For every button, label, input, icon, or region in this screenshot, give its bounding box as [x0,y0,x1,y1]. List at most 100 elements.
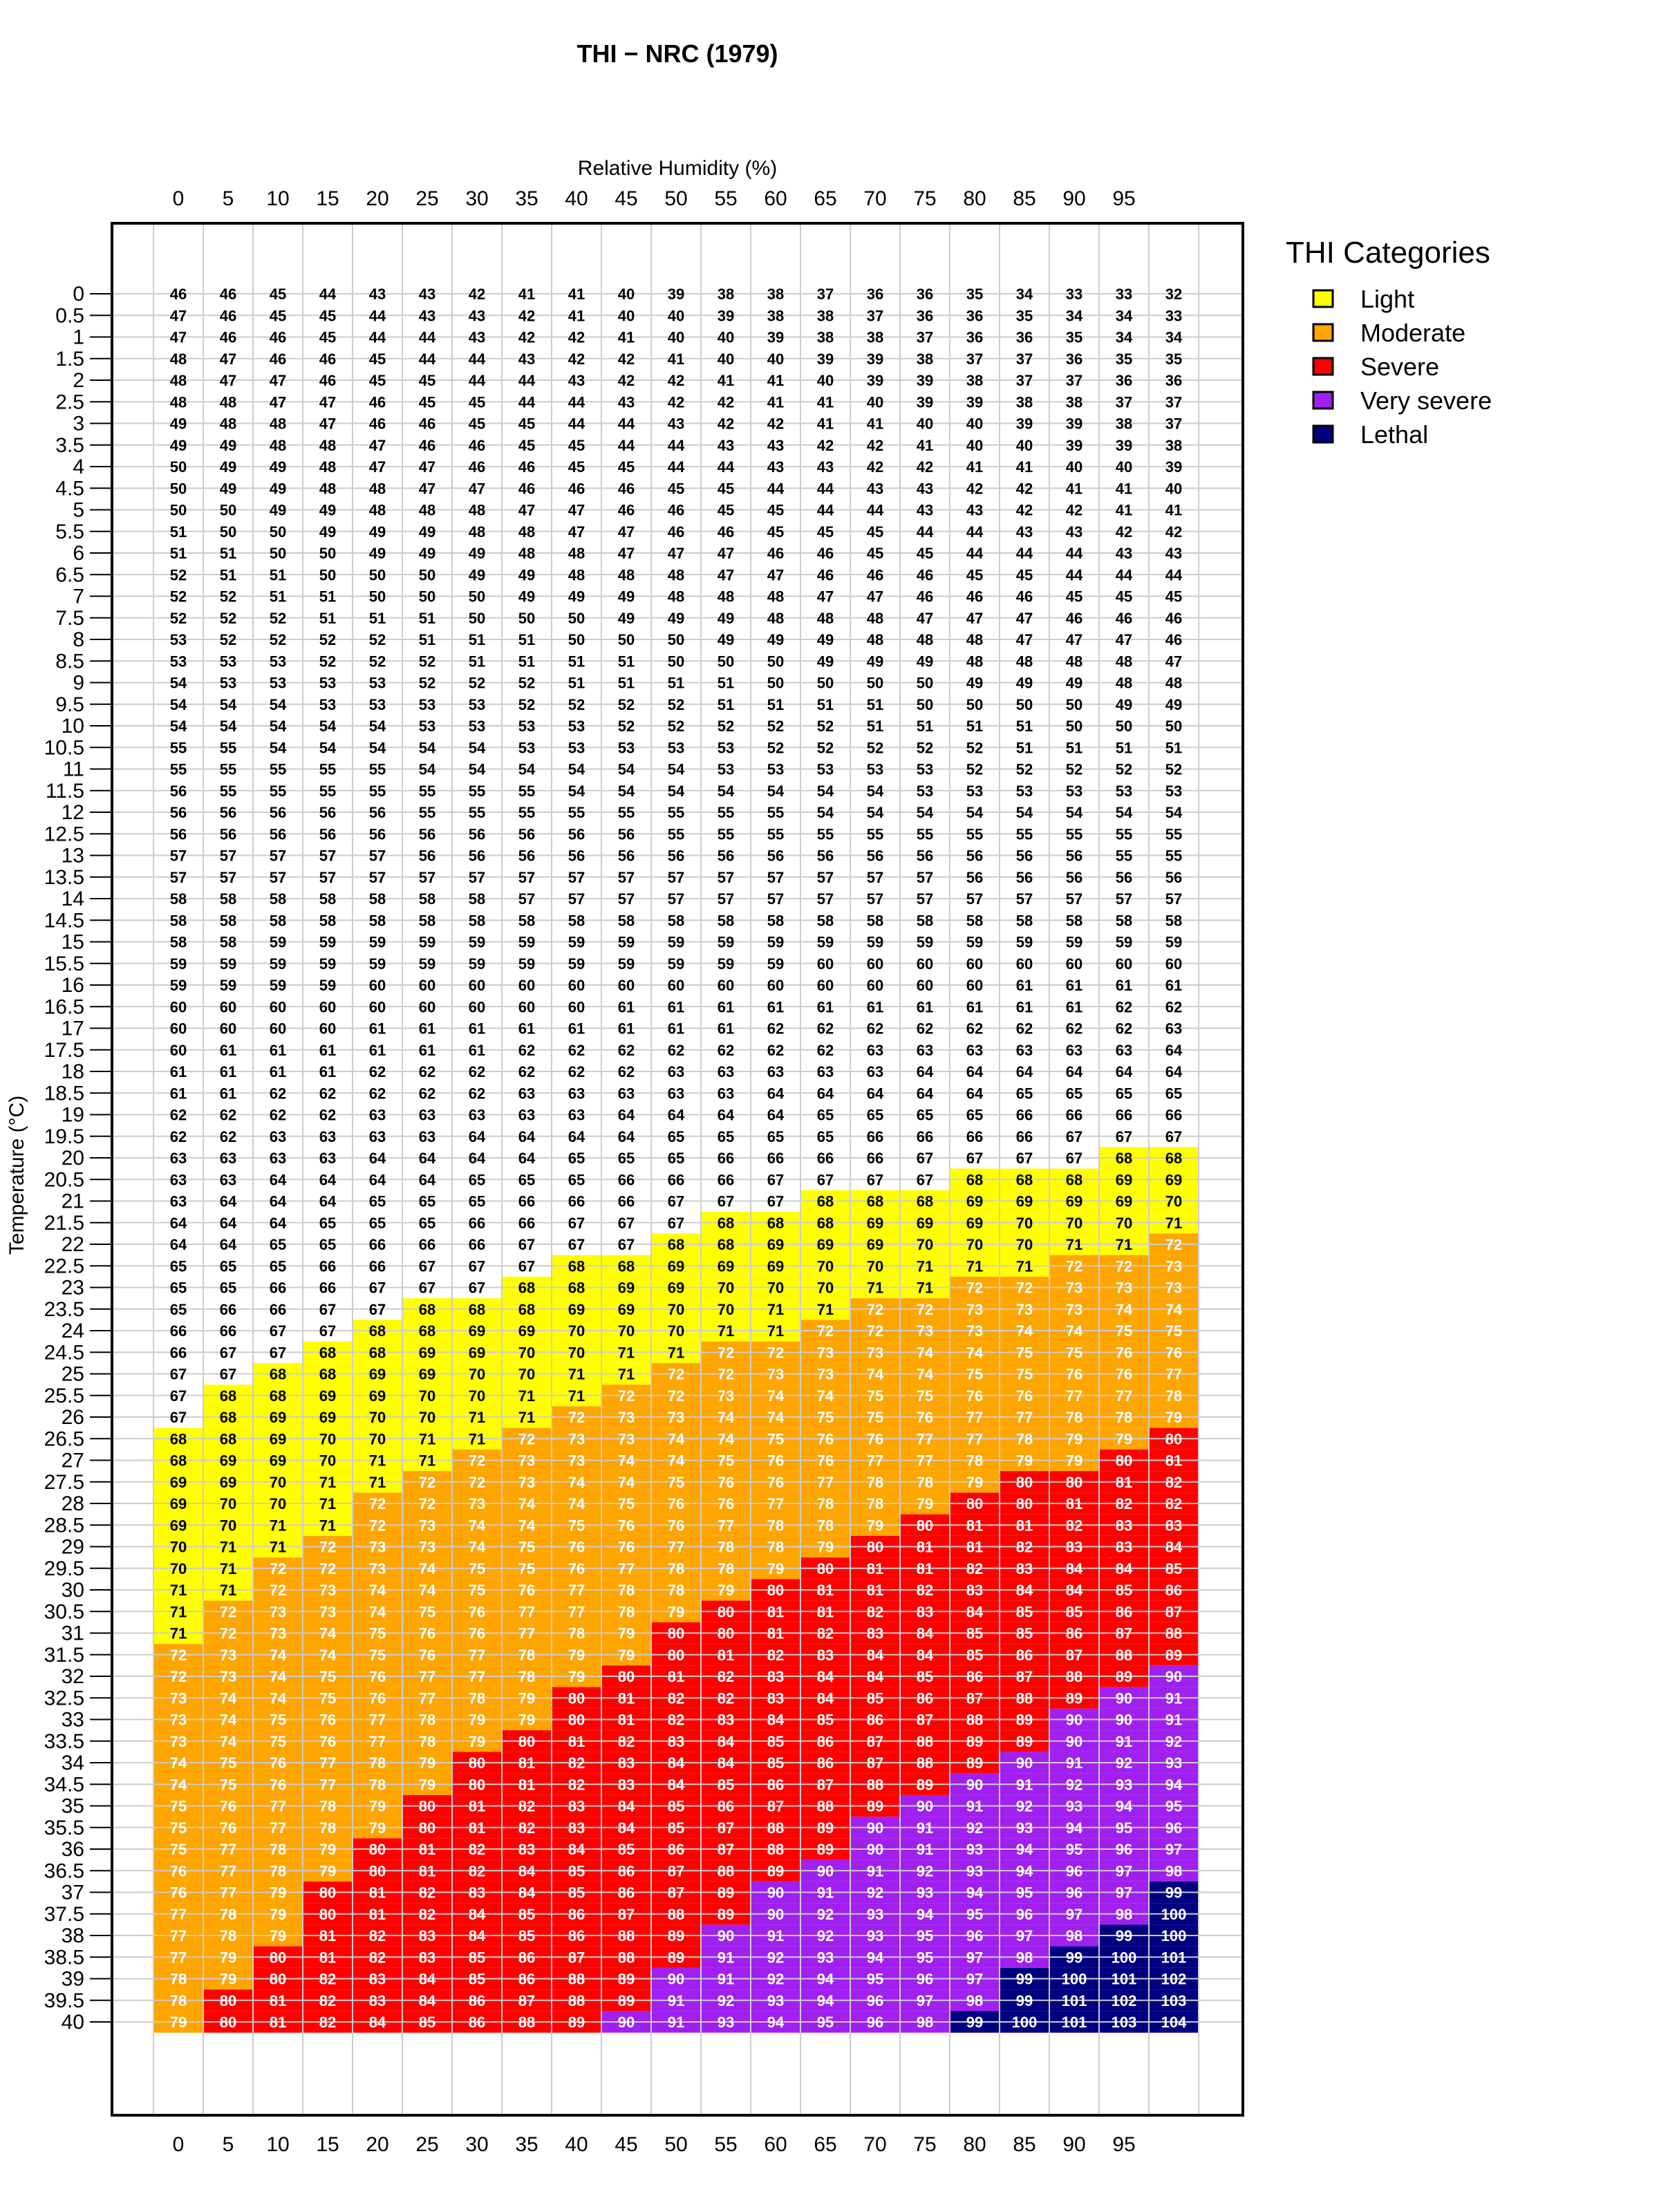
cell-value-label: 68 [170,1430,187,1447]
cell-value-label: 43 [767,437,784,454]
cell-value-label: 77 [1066,1387,1082,1405]
cell-value-label: 75 [767,1430,784,1447]
cell-value-label: 63 [369,1107,386,1124]
cell-value-label: 55 [319,782,336,800]
cell-value-label: 59 [319,955,336,973]
cell-value-label: 75 [966,1366,983,1383]
cell-value-label: 63 [1066,1042,1082,1059]
cell-value-label: 82 [1016,1539,1033,1556]
cell-value-label: 66 [220,1322,236,1340]
cell-value-label: 52 [718,718,734,735]
cell-value-label: 79 [668,1603,684,1620]
cell-value-label: 65 [469,1171,485,1188]
cell-value-label: 78 [469,1689,485,1707]
cell-value-label: 66 [817,1150,834,1167]
cell-value-label: 56 [1066,869,1082,886]
cell-value-label: 90 [817,1862,834,1880]
cell-value-label: 66 [867,1150,883,1167]
cell-value-label: 79 [568,1668,585,1685]
cell-value-label: 62 [369,1085,386,1102]
cell-value-label: 51 [1116,739,1132,756]
cell-value-label: 71 [419,1452,435,1470]
cell-value-label: 83 [718,1712,734,1729]
cell-value-label: 56 [170,804,187,821]
cell-value-label: 69 [170,1517,187,1534]
cell-value-label: 67 [220,1366,236,1383]
cell-value-label: 73 [1016,1301,1033,1318]
cell-value-label: 47 [1165,653,1182,670]
cell-value-label: 90 [867,1841,883,1858]
cell-value-label: 55 [369,761,386,778]
cell-value-label: 48 [1066,653,1082,670]
cell-value-label: 45 [469,415,485,433]
y-tick-label: 17.5 [44,1039,84,1062]
cell-value-label: 55 [568,804,585,821]
cell-value-label: 73 [270,1603,286,1620]
cell-value-label: 58 [419,890,435,908]
cell-value-label: 84 [867,1647,884,1664]
cell-value-label: 65 [1066,1085,1082,1102]
y-tick-label: 26 [62,1406,84,1429]
cell-value-label: 68 [568,1280,585,1297]
cell-value-label: 58 [668,912,684,929]
cell-value-label: 36 [917,307,933,324]
cell-value-label: 103 [1161,1992,1187,2009]
cell-value-label: 75 [170,1841,187,1858]
cell-value-label: 75 [270,1712,286,1729]
y-tick-label: 2 [73,369,84,392]
y-tick-label: 16.5 [44,995,84,1018]
cell-value-label: 87 [518,1992,535,2009]
cell-value-label: 84 [817,1689,834,1707]
cell-value-label: 41 [1016,458,1033,476]
cell-value-label: 46 [817,545,834,562]
cell-value-label: 84 [917,1625,934,1642]
cell-value-label: 52 [966,739,983,756]
cell-value-label: 80 [319,1906,336,1923]
cell-value-label: 63 [917,1042,933,1059]
cell-value-label: 81 [469,1819,485,1837]
cell-value-label: 69 [1066,1193,1082,1210]
cell-value-label: 56 [817,847,834,865]
cell-value-label: 51 [1016,718,1033,735]
cell-value-label: 99 [1016,1971,1033,1988]
cell-value-label: 65 [817,1107,834,1124]
cell-value-label: 77 [369,1712,386,1729]
cell-value-label: 100 [1161,1927,1187,1944]
cell-value-label: 74 [270,1647,287,1664]
cell-value-label: 88 [767,1841,784,1858]
cell-value-label: 85 [718,1776,734,1793]
cell-value-label: 61 [966,998,983,1015]
cell-value-label: 39 [1116,437,1132,454]
cell-value-label: 35 [966,285,983,303]
cell-value-label: 58 [1016,912,1033,929]
cell-value-label: 69 [270,1409,286,1426]
cell-value-label: 74 [170,1754,187,1772]
cell-value-label: 77 [767,1495,784,1512]
cell-value-label: 58 [369,890,386,908]
cell-value-label: 80 [568,1689,585,1707]
cell-value-label: 47 [1016,610,1033,627]
cell-value-label: 65 [270,1257,286,1275]
cell-value-label: 62 [568,1042,585,1059]
cell-value-label: 48 [419,502,435,519]
x-tick-label-top: 65 [814,187,836,210]
cell-value-label: 77 [867,1452,883,1470]
cell-value-label: 59 [867,934,883,951]
cell-value-label: 72 [419,1495,435,1512]
cell-value-label: 40 [668,307,684,324]
cell-value-label: 72 [220,1625,236,1642]
cell-value-label: 88 [966,1712,983,1729]
cell-value-label: 91 [917,1841,933,1858]
cell-value-label: 94 [817,1971,834,1988]
cell-value-label: 63 [369,1128,386,1145]
cell-value-label: 59 [1165,934,1182,951]
cell-value-label: 79 [1016,1452,1033,1470]
cell-value-label: 60 [419,977,435,994]
y-tick-label: 38.5 [44,1946,84,1969]
legend-label: Severe [1360,353,1439,381]
cell-value-label: 53 [767,761,784,778]
cell-value-label: 67 [917,1171,933,1188]
cell-value-label: 82 [469,1841,485,1858]
cell-value-label: 51 [319,610,336,627]
legend-swatch [1312,424,1334,444]
